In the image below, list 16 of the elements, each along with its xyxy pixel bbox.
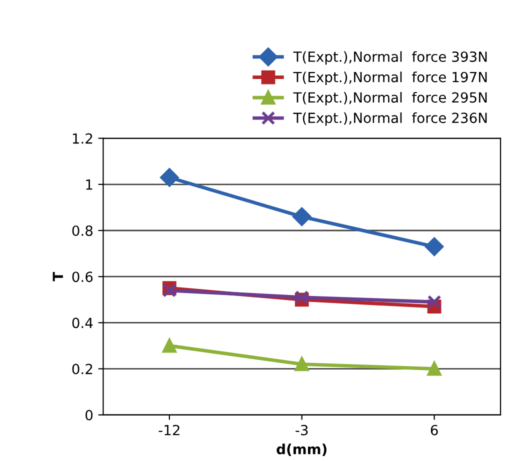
x-tick-label: -12 [158, 424, 180, 436]
y-tick-label: 0.8 [72, 225, 93, 236]
x-axis-title: d(mm) [276, 444, 326, 456]
legend-label: T(Expt.),Normal force 197N [293, 72, 487, 86]
y-tick-label: 0.4 [72, 318, 93, 328]
x-tick-label: 6 [430, 424, 438, 436]
y-tick-label: 0.2 [72, 364, 92, 374]
y-tick-label: 0.6 [72, 272, 93, 282]
y-tick-label: 1.2 [72, 133, 92, 144]
y-axis-title: T [52, 272, 63, 282]
legend-label: T(Expt.),Normal force 393N [293, 51, 487, 65]
legend-label: T(Expt.),Normal force 295N [293, 92, 487, 106]
x-tick-label: -3 [296, 424, 308, 436]
legend-label: T(Expt.),Normal force 236N [293, 112, 487, 126]
y-tick-label: 0 [86, 410, 93, 420]
y-tick-label: 1 [86, 180, 92, 190]
